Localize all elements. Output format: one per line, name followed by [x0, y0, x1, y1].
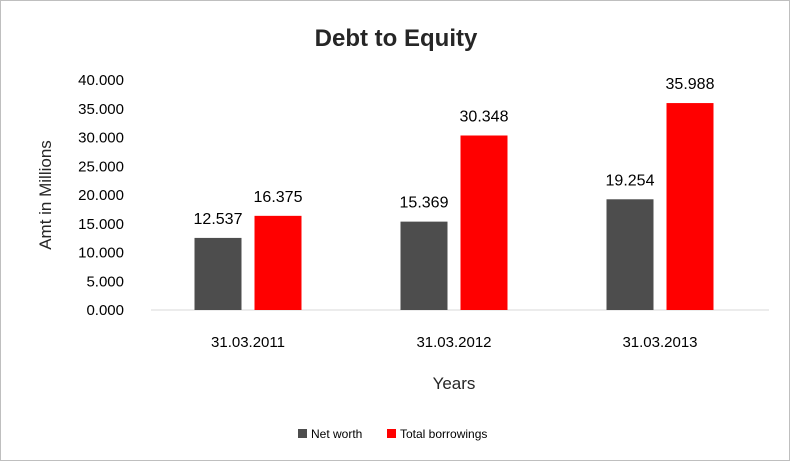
bar-total-borrowings	[460, 135, 508, 310]
data-label: 35.988	[666, 76, 715, 93]
y-tick-label: 35.000	[78, 101, 124, 118]
legend-label: Net worth	[311, 427, 362, 441]
y-tick-label: 30.000	[78, 130, 124, 147]
y-tick-label: 25.000	[78, 158, 124, 175]
y-tick-label: 10.000	[78, 245, 124, 262]
x-axis-title: Years	[433, 374, 476, 393]
x-tick-label: 31.03.2013	[622, 334, 697, 351]
bar-net-worth	[194, 237, 242, 310]
data-label: 16.375	[254, 189, 303, 206]
bar-net-worth	[606, 199, 654, 310]
data-label: 15.369	[400, 195, 449, 212]
x-tick-label: 31.03.2012	[416, 334, 491, 351]
y-tick-label: 40.000	[78, 72, 124, 89]
bar-net-worth	[400, 221, 448, 310]
legend: Net worth Total borrowings	[298, 427, 487, 441]
y-tick-label: 20.000	[78, 187, 124, 204]
chart-title: Debt to Equity	[315, 25, 478, 52]
legend-label: Total borrowings	[400, 427, 487, 441]
data-label: 19.254	[606, 172, 655, 189]
legend-swatch	[298, 429, 307, 438]
data-label: 12.537	[194, 211, 243, 228]
y-tick-label: 15.000	[78, 216, 124, 233]
legend-swatch	[387, 429, 396, 438]
x-tick-label: 31.03.2011	[211, 334, 285, 351]
y-axis-title: Amt in Millions	[36, 140, 55, 250]
data-label: 30.348	[460, 108, 509, 125]
bar-total-borrowings	[666, 103, 714, 310]
y-tick-label: 0.000	[86, 302, 124, 319]
y-tick-label: 5.000	[86, 273, 124, 290]
bar-total-borrowings	[254, 215, 302, 310]
